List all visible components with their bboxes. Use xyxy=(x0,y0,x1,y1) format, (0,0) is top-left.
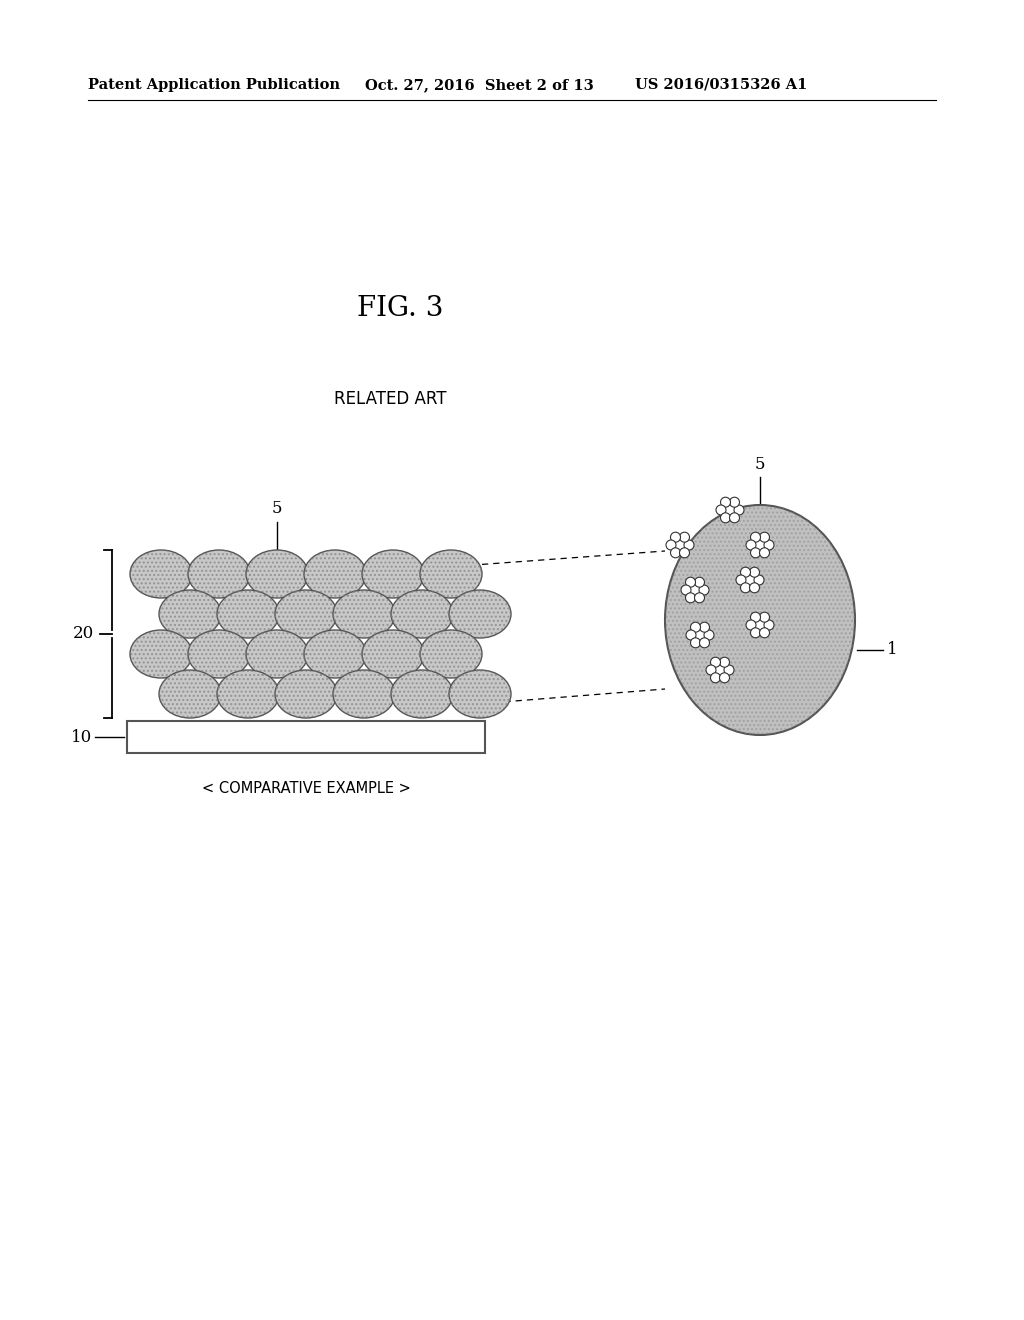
Text: US 2016/0315326 A1: US 2016/0315326 A1 xyxy=(635,78,807,92)
Text: 10: 10 xyxy=(71,729,92,746)
Circle shape xyxy=(729,498,739,507)
Circle shape xyxy=(751,628,761,638)
Ellipse shape xyxy=(665,506,855,735)
Text: FIG. 3: FIG. 3 xyxy=(356,294,443,322)
Circle shape xyxy=(721,498,730,507)
Circle shape xyxy=(724,504,736,516)
Ellipse shape xyxy=(304,550,366,598)
Circle shape xyxy=(671,548,681,558)
Circle shape xyxy=(694,577,705,587)
Circle shape xyxy=(705,630,714,640)
Circle shape xyxy=(699,622,710,632)
Circle shape xyxy=(751,532,761,543)
Ellipse shape xyxy=(420,550,482,598)
Circle shape xyxy=(760,532,769,543)
Ellipse shape xyxy=(362,630,424,678)
Circle shape xyxy=(751,612,761,622)
Circle shape xyxy=(721,512,730,523)
Circle shape xyxy=(706,665,716,675)
Ellipse shape xyxy=(217,590,279,638)
Circle shape xyxy=(689,583,701,597)
Ellipse shape xyxy=(188,630,250,678)
Circle shape xyxy=(740,568,751,577)
Circle shape xyxy=(754,539,766,550)
Circle shape xyxy=(694,593,705,603)
Ellipse shape xyxy=(275,590,337,638)
Ellipse shape xyxy=(246,550,308,598)
Circle shape xyxy=(684,540,694,550)
Circle shape xyxy=(760,628,769,638)
Circle shape xyxy=(681,585,691,595)
Circle shape xyxy=(734,506,744,515)
Circle shape xyxy=(666,540,676,550)
Circle shape xyxy=(746,620,756,630)
Ellipse shape xyxy=(333,671,395,718)
Circle shape xyxy=(750,568,760,577)
Ellipse shape xyxy=(275,671,337,718)
Text: < COMPARATIVE EXAMPLE >: < COMPARATIVE EXAMPLE > xyxy=(202,781,411,796)
Circle shape xyxy=(764,540,774,550)
Circle shape xyxy=(760,548,769,558)
Ellipse shape xyxy=(246,630,308,678)
Circle shape xyxy=(746,540,756,550)
Circle shape xyxy=(736,576,746,585)
Circle shape xyxy=(729,512,739,523)
Circle shape xyxy=(714,664,726,676)
Circle shape xyxy=(720,657,729,667)
Circle shape xyxy=(674,539,686,550)
Circle shape xyxy=(711,657,721,667)
Circle shape xyxy=(754,576,764,585)
Ellipse shape xyxy=(391,671,453,718)
Circle shape xyxy=(680,532,689,543)
Circle shape xyxy=(711,673,721,682)
Circle shape xyxy=(699,585,709,595)
Circle shape xyxy=(754,619,766,631)
Ellipse shape xyxy=(188,550,250,598)
Text: Oct. 27, 2016  Sheet 2 of 13: Oct. 27, 2016 Sheet 2 of 13 xyxy=(365,78,594,92)
Circle shape xyxy=(694,630,706,642)
Circle shape xyxy=(671,532,681,543)
Circle shape xyxy=(699,638,710,648)
Ellipse shape xyxy=(130,550,193,598)
Circle shape xyxy=(724,665,734,675)
Bar xyxy=(127,721,485,752)
Ellipse shape xyxy=(449,671,511,718)
Text: RELATED ART: RELATED ART xyxy=(334,389,446,408)
Circle shape xyxy=(720,673,729,682)
Ellipse shape xyxy=(420,630,482,678)
Ellipse shape xyxy=(449,590,511,638)
Text: 20: 20 xyxy=(73,626,94,643)
Circle shape xyxy=(686,630,696,640)
Ellipse shape xyxy=(159,590,221,638)
Circle shape xyxy=(760,612,769,622)
Circle shape xyxy=(716,506,726,515)
Ellipse shape xyxy=(130,630,193,678)
Circle shape xyxy=(685,593,695,603)
Circle shape xyxy=(744,574,756,586)
Circle shape xyxy=(750,583,760,593)
Circle shape xyxy=(685,577,695,587)
Circle shape xyxy=(751,548,761,558)
Ellipse shape xyxy=(391,590,453,638)
Circle shape xyxy=(690,622,700,632)
Text: 5: 5 xyxy=(755,455,765,473)
Text: 5: 5 xyxy=(271,500,283,517)
Ellipse shape xyxy=(217,671,279,718)
Ellipse shape xyxy=(159,671,221,718)
Circle shape xyxy=(740,583,751,593)
Circle shape xyxy=(680,548,689,558)
Text: Patent Application Publication: Patent Application Publication xyxy=(88,78,340,92)
Text: 1: 1 xyxy=(887,642,898,659)
Ellipse shape xyxy=(304,630,366,678)
Circle shape xyxy=(690,638,700,648)
Ellipse shape xyxy=(333,590,395,638)
Ellipse shape xyxy=(362,550,424,598)
Circle shape xyxy=(764,620,774,630)
